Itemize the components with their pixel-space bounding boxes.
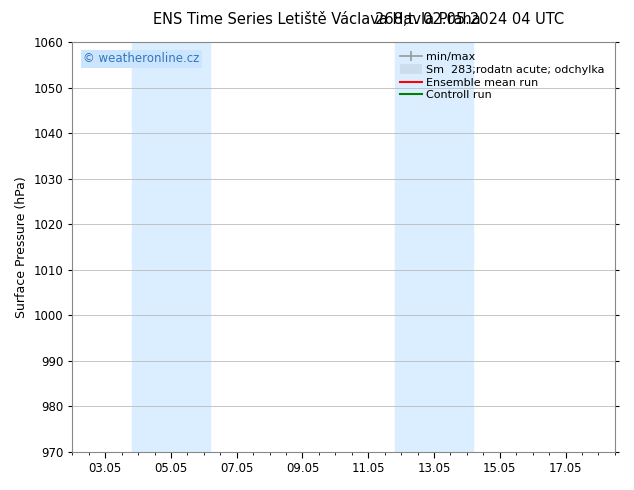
Text: ENS Time Series Letiště Václava Havla Praha: ENS Time Series Letiště Václava Havla Pr… <box>153 12 481 27</box>
Y-axis label: Surface Pressure (hPa): Surface Pressure (hPa) <box>15 176 28 318</box>
Legend: min/max, Sm  283;rodatn acute; odchylka, Ensemble mean run, Controll run: min/max, Sm 283;rodatn acute; odchylka, … <box>395 48 609 105</box>
Bar <box>131 42 210 452</box>
Bar <box>394 42 474 452</box>
Text: 268;t. 02.05.2024 04 UTC: 268;t. 02.05.2024 04 UTC <box>375 12 564 27</box>
Text: © weatheronline.cz: © weatheronline.cz <box>83 52 200 65</box>
